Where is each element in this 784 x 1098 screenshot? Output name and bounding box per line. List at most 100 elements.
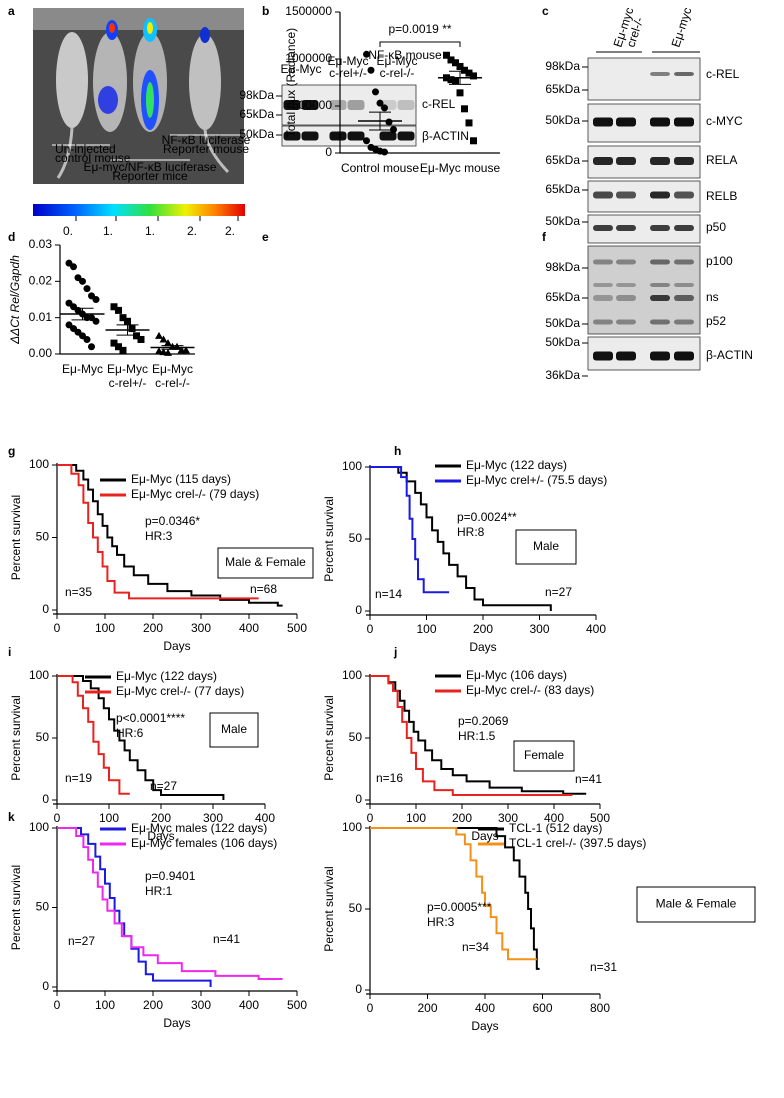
blot-band (674, 259, 694, 265)
marker-label: 65kDa (545, 290, 580, 304)
axis (53, 674, 265, 805)
blot-band (650, 295, 670, 301)
group-box (513, 740, 575, 772)
survival-curve (370, 675, 573, 796)
stat-label: p<0.0001**** (116, 711, 185, 725)
marker-label: 65kDa (545, 82, 580, 96)
survival-curve (57, 464, 283, 607)
data-point (124, 317, 131, 325)
n-label: n=27 (68, 934, 95, 948)
survival-curve (57, 827, 212, 987)
blot-band (650, 283, 670, 287)
y-tick-label: 50 (349, 730, 363, 744)
y-axis-label: Percent survival (9, 495, 23, 580)
y-tick-label: 100 (29, 820, 49, 834)
legend-label: Eμ-Myc (115 days) (131, 472, 231, 486)
marker-label: 65kDa (545, 153, 580, 167)
group-label: Male (221, 722, 247, 736)
data-point (115, 343, 122, 351)
blot-band (347, 131, 365, 141)
data-point (363, 50, 370, 58)
y-tick-label: 50 (36, 900, 50, 914)
data-point (119, 314, 127, 322)
x-tick-label: 100 (99, 811, 119, 825)
legend-label: Eμ-Myc crel-/- (79 days) (131, 487, 259, 501)
data-point (115, 306, 122, 314)
x-axis-label: Days (163, 639, 190, 653)
error-bar (449, 70, 471, 85)
blot-band (674, 295, 694, 301)
mouse (189, 34, 221, 130)
blot-band (616, 283, 636, 287)
stat-label: HR:3 (427, 915, 455, 929)
x-tick-label: 0 (54, 621, 61, 635)
data-point (447, 76, 455, 84)
marker-label: 36kDa (545, 368, 580, 382)
stat-label: HR:6 (116, 726, 144, 740)
data-point (390, 126, 397, 133)
error-bar (71, 307, 94, 321)
y-tick-label: 100 (342, 820, 362, 834)
y-tick-label: 0 (42, 792, 49, 806)
x-tick-label: Control mouse (341, 161, 419, 175)
y-tick-label: 50 (349, 531, 363, 545)
x-tick-label: 400 (239, 998, 259, 1012)
x-tick-label: 500 (590, 811, 610, 825)
photo-label: control mouse (55, 151, 131, 165)
group-label: Female (524, 748, 564, 762)
protein-label: p100 (706, 254, 733, 268)
blot-band (347, 100, 365, 110)
mouse (56, 32, 88, 128)
data-point (470, 72, 477, 80)
group-label: Male & Female (656, 897, 737, 911)
x-axis-label: Days (469, 640, 496, 654)
blot-band (593, 191, 613, 199)
blot-band (616, 351, 636, 361)
protein-label: ns (706, 290, 719, 304)
blot-band (593, 157, 613, 165)
protein-label: c-REL (706, 67, 740, 81)
x-tick-label: 100 (95, 998, 115, 1012)
data-point (83, 285, 91, 293)
blot-band (650, 117, 670, 127)
n-label: n=14 (375, 587, 402, 601)
blot-band (616, 191, 636, 199)
panel-letter: c (542, 4, 549, 18)
marker-label: 50kDa (545, 316, 580, 330)
panel-letter: i (8, 645, 11, 659)
lane-label: c-rel+/- (329, 66, 367, 80)
stat-label: p=0.0346* (145, 514, 200, 528)
survival-curve (370, 827, 540, 970)
lane-label: Eμ-Myc (377, 54, 418, 68)
protein-label: p52 (706, 314, 726, 328)
group-box (217, 547, 314, 579)
photo-label: Reporter mice (112, 169, 188, 183)
data-point (159, 335, 168, 343)
photo-label: Un-injected (55, 142, 116, 156)
data-point (92, 317, 100, 325)
legend-label: Eμ-Myc (122 days) (466, 458, 567, 472)
y-tick-label: 50 (36, 730, 50, 744)
panel-letter: b (262, 4, 269, 18)
signal (147, 22, 153, 34)
group-box (636, 886, 756, 923)
data-point (452, 59, 459, 67)
x-tick-label: 0 (54, 811, 61, 825)
blot-band (593, 225, 613, 231)
y-tick-label: 500000 (292, 98, 332, 112)
data-point (461, 66, 468, 74)
y-tick-label: 50 (36, 530, 50, 544)
blot-band (674, 283, 694, 287)
survival-curve (370, 466, 552, 611)
n-label: n=19 (65, 771, 92, 785)
data-point (155, 331, 163, 339)
legend-label: Eμ-Myc (122 days) (116, 669, 217, 683)
data-point (381, 104, 388, 112)
axis (366, 826, 600, 995)
blot-band (674, 117, 694, 127)
error-bar (116, 324, 139, 336)
protein-label: RELB (706, 189, 737, 203)
blot-band (593, 283, 613, 287)
photo-label: Eμ-myc/NF-κB luciferase (84, 160, 217, 174)
